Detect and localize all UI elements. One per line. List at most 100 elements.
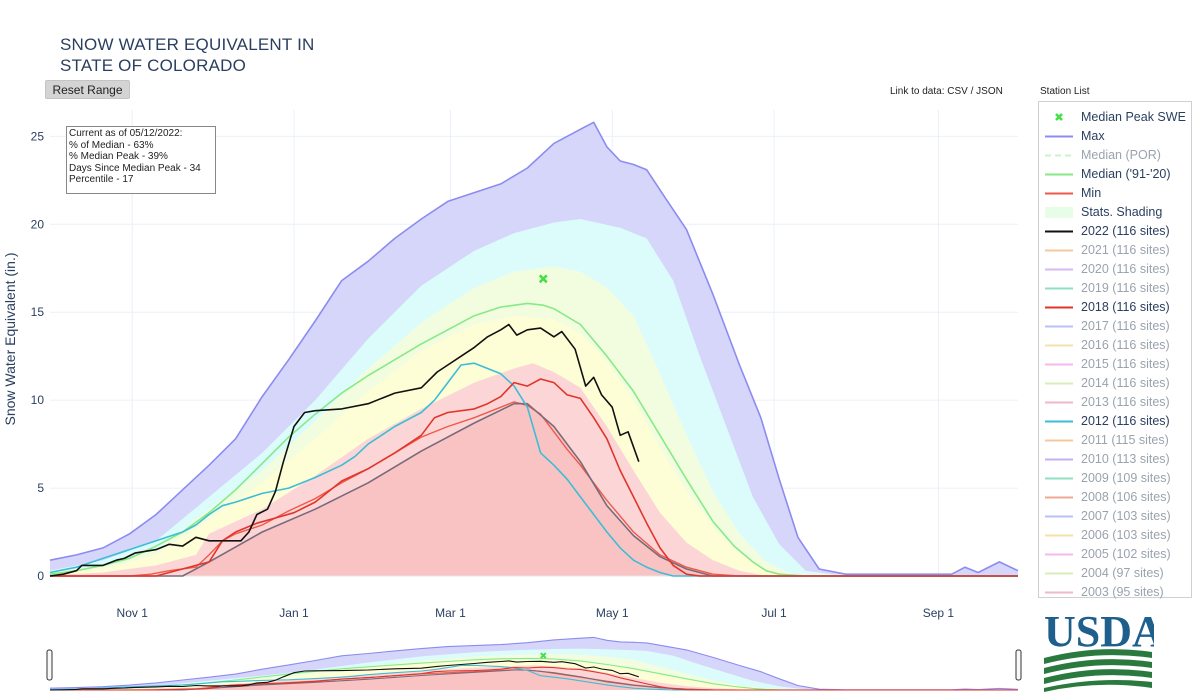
median-peak-marker bbox=[538, 274, 548, 284]
current-stats-box: Current as of 05/12/2022: % of Median - … bbox=[66, 126, 216, 194]
legend-item-min[interactable]: Min bbox=[1039, 184, 1191, 203]
legend-label: 2014 (116 sites) bbox=[1081, 376, 1170, 390]
station-legend: Median Peak SWE Max Median (POR) Median ('9… bbox=[1038, 101, 1192, 599]
legend-item-median-por[interactable]: Median (POR) bbox=[1039, 146, 1191, 165]
range-handle-left[interactable] bbox=[46, 649, 53, 681]
swe-chart: 0 5 10 15 20 25 Nov 1 Jan 1 Mar 1 May 1 Jul 1 Sep 1… bbox=[2, 110, 1022, 691]
x-tick-label: Mar 1 bbox=[435, 606, 466, 620]
legend-item-2018-116-sites[interactable]: 2018 (116 sites) bbox=[1039, 298, 1191, 317]
data-link: Link to data: CSV / JSON bbox=[890, 86, 1003, 97]
legend-item-2020-116-sites[interactable]: 2020 (116 sites) bbox=[1039, 260, 1191, 279]
median-line bbox=[49, 302, 1018, 577]
usda-logo-text: USDA bbox=[1044, 607, 1154, 656]
legend-label: 2020 (116 sites) bbox=[1081, 262, 1170, 276]
legend-item-2022-116-sites[interactable]: 2022 (116 sites) bbox=[1039, 222, 1191, 241]
legend-swatch bbox=[1045, 363, 1073, 366]
legend-swatch bbox=[1045, 344, 1073, 347]
legend-swatch bbox=[1045, 439, 1073, 442]
legend-item-2009-109-sites[interactable]: 2009 (109 sites) bbox=[1039, 469, 1191, 488]
legend-item-median-91-20[interactable]: Median ('91-'20) bbox=[1039, 165, 1191, 184]
legend-item-2003-95-sites[interactable]: 2003 (95 sites) bbox=[1039, 583, 1191, 602]
legend-swatch bbox=[1045, 553, 1073, 556]
y-tick-label: 25 bbox=[31, 129, 45, 143]
legend-swatch bbox=[1045, 458, 1073, 461]
legend-item-2021-116-sites[interactable]: 2021 (116 sites) bbox=[1039, 241, 1191, 260]
legend-item-2010-113-sites[interactable]: 2010 (113 sites) bbox=[1039, 450, 1191, 469]
legend-label: 2010 (113 sites) bbox=[1081, 452, 1170, 466]
json-link[interactable]: JSON bbox=[976, 86, 1003, 97]
title-line-2: STATE OF COLORADO bbox=[60, 56, 247, 75]
legend-item-2011-115-sites[interactable]: 2011 (115 sites) bbox=[1039, 431, 1191, 450]
legend-swatch bbox=[1045, 207, 1073, 218]
legend-item-2012-116-sites[interactable]: 2012 (116 sites) bbox=[1039, 412, 1191, 431]
legend-item-2004-97-sites[interactable]: 2004 (97 sites) bbox=[1039, 564, 1191, 583]
legend-label: 2015 (116 sites) bbox=[1081, 357, 1170, 371]
legend-swatch bbox=[1045, 249, 1073, 252]
line-2018 bbox=[50, 378, 1018, 577]
legend-swatch bbox=[1045, 325, 1073, 328]
stats-line-date: Current as of 05/12/2022: bbox=[69, 128, 183, 139]
x-tick-label: May 1 bbox=[596, 606, 629, 620]
legend-label: Max bbox=[1081, 129, 1105, 143]
legend-item-2006-103-sites[interactable]: 2006 (103 sites) bbox=[1039, 526, 1191, 545]
legend-item-2014-116-sites[interactable]: 2014 (116 sites) bbox=[1039, 374, 1191, 393]
mini-lowest-shading bbox=[50, 670, 1018, 690]
legend-label: Median (POR) bbox=[1081, 148, 1161, 162]
legend-label: 2021 (116 sites) bbox=[1081, 243, 1170, 257]
x-tick-label: Jul 1 bbox=[761, 606, 787, 620]
legend-swatch bbox=[1045, 135, 1073, 138]
legend-swatch bbox=[1045, 477, 1073, 480]
legend-swatch bbox=[1045, 534, 1073, 537]
line-2012 bbox=[49, 362, 1018, 577]
legend-label: Stats. Shading bbox=[1081, 205, 1163, 219]
legend-swatch bbox=[1045, 230, 1073, 233]
legend-label: 2005 (102 sites) bbox=[1081, 547, 1171, 561]
legend-swatch bbox=[1045, 287, 1073, 290]
range-handle-right[interactable] bbox=[1015, 649, 1022, 681]
legend-item-2015-116-sites[interactable]: 2015 (116 sites) bbox=[1039, 355, 1191, 374]
reset-range-button[interactable]: Reset Range bbox=[45, 80, 130, 99]
mini-max-line bbox=[49, 636, 1019, 691]
legend-item-stats-shading[interactable]: Stats. Shading bbox=[1039, 203, 1191, 222]
stats-line-median: % of Median - 63% bbox=[69, 139, 154, 151]
legend-swatch bbox=[1045, 192, 1073, 195]
data-link-prefix: Link to data: bbox=[890, 86, 948, 97]
legend-item-2005-102-sites[interactable]: 2005 (102 sites) bbox=[1039, 545, 1191, 564]
mini-line-2012 bbox=[49, 664, 1018, 691]
legend-item-2016-116-sites[interactable]: 2016 (116 sites) bbox=[1039, 336, 1191, 355]
y-tick-label: 20 bbox=[31, 217, 45, 231]
legend-swatch bbox=[1045, 306, 1073, 309]
legend-label: 2009 (109 sites) bbox=[1081, 471, 1171, 485]
legend-item-2007-103-sites[interactable]: 2007 (103 sites) bbox=[1039, 507, 1191, 526]
legend-item-2013-116-sites[interactable]: 2013 (116 sites) bbox=[1039, 393, 1191, 412]
y-tick-label: 5 bbox=[37, 481, 44, 495]
legend-swatch bbox=[1045, 382, 1073, 385]
legend-item-2008-106-sites[interactable]: 2008 (106 sites) bbox=[1039, 488, 1191, 507]
mini-median-peak-marker bbox=[540, 652, 547, 659]
legend-swatch bbox=[1045, 515, 1073, 518]
link-separator: / bbox=[967, 86, 977, 97]
legend-swatch bbox=[1045, 420, 1073, 423]
lowest-shading bbox=[50, 403, 1018, 576]
legend-label: 2016 (116 sites) bbox=[1081, 338, 1170, 352]
legend-label: 2011 (115 sites) bbox=[1081, 433, 1169, 447]
lowest-line bbox=[50, 402, 1018, 577]
stats-line-days-since-peak: Days Since Median Peak - 34 bbox=[69, 162, 201, 174]
legend-swatch bbox=[1055, 113, 1063, 121]
csv-link[interactable]: CSV bbox=[947, 86, 968, 97]
legend-item-2019-116-sites[interactable]: 2019 (116 sites) bbox=[1039, 279, 1191, 298]
legend-label: 2019 (116 sites) bbox=[1081, 281, 1170, 295]
legend-label: Median Peak SWE bbox=[1081, 110, 1186, 124]
y-axis-title: Snow Water Equivalent (in.) bbox=[2, 253, 18, 426]
x-tick-label: Sep 1 bbox=[923, 606, 955, 620]
legend-swatch bbox=[1045, 496, 1073, 499]
mini-line-2022 bbox=[49, 660, 639, 691]
title-line-1: SNOW WATER EQUIVALENT IN bbox=[60, 35, 315, 54]
legend-label: 2007 (103 sites) bbox=[1081, 509, 1171, 523]
legend-item-median-peak-swe[interactable]: Median Peak SWE bbox=[1039, 108, 1191, 127]
legend-item-2017-116-sites[interactable]: 2017 (116 sites) bbox=[1039, 317, 1191, 336]
chart-title: SNOW WATER EQUIVALENT IN STATE OF COLORA… bbox=[60, 34, 314, 76]
legend-item-max[interactable]: Max bbox=[1039, 127, 1191, 146]
stats-line-median-peak: % Median Peak - 39% bbox=[69, 151, 168, 163]
y-tick-label: 0 bbox=[37, 569, 44, 583]
